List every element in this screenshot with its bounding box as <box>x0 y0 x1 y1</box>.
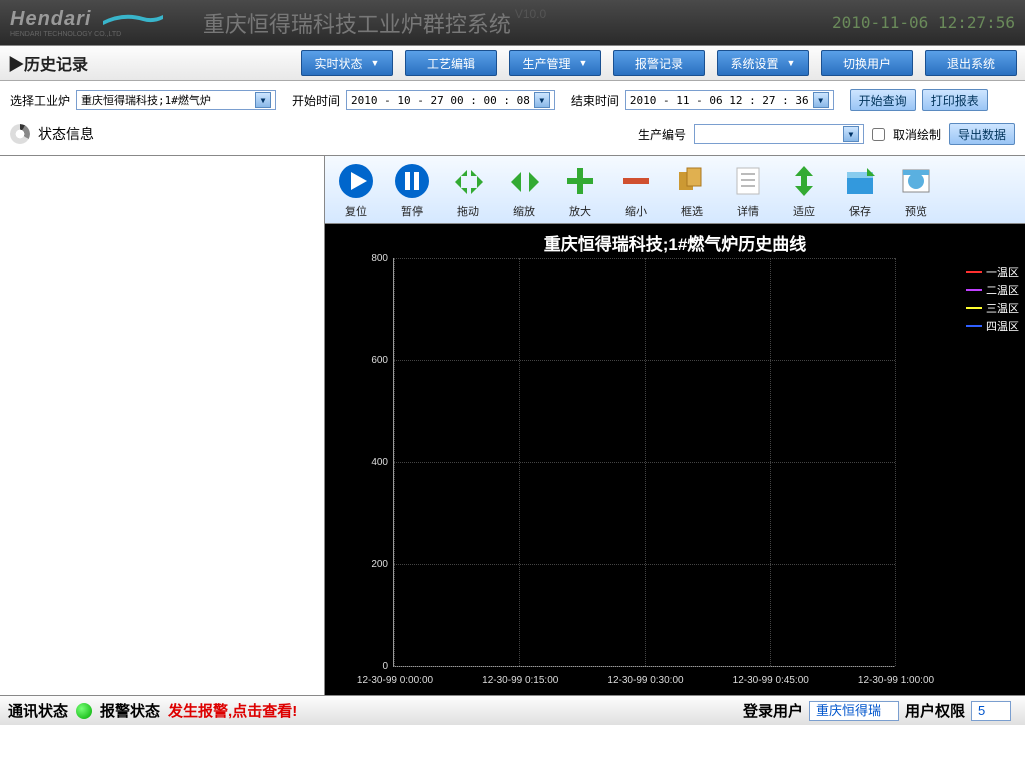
gridline-x: 12-30-99 0:45:00 <box>770 258 771 666</box>
print-button[interactable]: 打印报表 <box>922 89 988 111</box>
tool-drag[interactable]: 拖动 <box>441 160 495 219</box>
chart-toolbar: 复位暂停拖动缩放放大缩小框选详情适应保存预览 <box>325 156 1025 224</box>
gridline-x: 12-30-99 0:30:00 <box>645 258 646 666</box>
nav-btn-5[interactable]: 切换用户 <box>821 50 913 76</box>
tool-detail[interactable]: 详情 <box>721 160 775 219</box>
dropdown-icon: ▼ <box>843 126 859 142</box>
nav-btn-4[interactable]: 系统设置▼ <box>717 50 809 76</box>
tool-play[interactable]: 复位 <box>329 160 383 219</box>
tool-zoom-out[interactable]: 缩小 <box>609 160 663 219</box>
comm-status-label: 通讯状态 <box>8 700 68 721</box>
tool-zoom[interactable]: 缩放 <box>497 160 551 219</box>
detail-icon <box>727 160 769 202</box>
login-user-value: 重庆恒得瑞 <box>809 701 899 721</box>
left-pane <box>0 156 325 695</box>
alarm-text[interactable]: 发生报警,点击查看! <box>168 700 297 721</box>
save-icon <box>839 160 881 202</box>
gridline-x: 12-30-99 1:00:00 <box>895 258 896 666</box>
chart-legend: 一温区二温区三温区四温区 <box>966 264 1019 336</box>
nav-btn-2[interactable]: 生产管理▼ <box>509 50 601 76</box>
pause-icon <box>391 160 433 202</box>
legend-item: 三温区 <box>966 300 1019 316</box>
nav-btn-3[interactable]: 报警记录 <box>613 50 705 76</box>
status-label: 状态信息 <box>38 124 94 144</box>
zoom-icon <box>503 160 545 202</box>
chart-plot[interactable]: 020040060080012-30-99 0:00:0012-30-99 0:… <box>393 258 895 667</box>
filter-row: 选择工业炉 重庆恒得瑞科技;1#燃气炉 ▼ 开始时间 2010 - 10 - 2… <box>0 81 1025 119</box>
brand-logo: Hendari <box>10 8 91 30</box>
nav-bar: ▶历史记录 实时状态▼ 工艺编辑生产管理▼ 报警记录系统设置▼ 切换用户退出系统 <box>0 45 1025 81</box>
gridline-x: 12-30-99 0:15:00 <box>519 258 520 666</box>
zoom-in-icon <box>559 160 601 202</box>
legend-item: 一温区 <box>966 264 1019 280</box>
tool-save[interactable]: 保存 <box>833 160 887 219</box>
right-pane: 复位暂停拖动缩放放大缩小框选详情适应保存预览 重庆恒得瑞科技;1#燃气炉历史曲线… <box>325 156 1025 695</box>
app-title: 重庆恒得瑞科技工业炉群控系统V10.0 <box>203 7 546 39</box>
play-icon <box>335 160 377 202</box>
alarm-status-label: 报警状态 <box>100 700 160 721</box>
nav-btn-0[interactable]: 实时状态▼ <box>301 50 393 76</box>
dropdown-icon: ▼ <box>534 92 550 108</box>
start-datetime[interactable]: 2010 - 10 - 27 00 : 00 : 08 ▼ <box>346 90 555 110</box>
furnace-label: 选择工业炉 <box>10 92 70 109</box>
main-split: 复位暂停拖动缩放放大缩小框选详情适应保存预览 重庆恒得瑞科技;1#燃气炉历史曲线… <box>0 155 1025 695</box>
login-user-label: 登录用户 <box>743 700 803 721</box>
start-label: 开始时间 <box>292 92 340 109</box>
header-bar: Hendari HENDARI TECHNOLOGY CO.,LTD 重庆恒得瑞… <box>0 0 1025 45</box>
chart-area: 重庆恒得瑞科技;1#燃气炉历史曲线 020040060080012-30-99 … <box>325 224 1025 695</box>
status-row: 状态信息 生产编号 ▼ 取消绘制 导出数据 <box>0 119 1025 155</box>
user-perm-value: 5 <box>971 701 1011 721</box>
tool-zoom-in[interactable]: 放大 <box>553 160 607 219</box>
zoom-out-icon <box>615 160 657 202</box>
nav-btn-6[interactable]: 退出系统 <box>925 50 1017 76</box>
prod-label: 生产编号 <box>638 126 686 143</box>
brand-block: Hendari HENDARI TECHNOLOGY CO.,LTD <box>10 8 163 38</box>
fit-icon <box>783 160 825 202</box>
drag-icon <box>447 160 489 202</box>
preview-icon <box>895 160 937 202</box>
loading-spinner-icon <box>10 124 30 144</box>
chart-title: 重庆恒得瑞科技;1#燃气炉历史曲线 <box>325 224 1025 257</box>
end-datetime[interactable]: 2010 - 11 - 06 12 : 27 : 36 ▼ <box>625 90 834 110</box>
tool-preview[interactable]: 预览 <box>889 160 943 219</box>
dropdown-icon: ▼ <box>813 92 829 108</box>
tool-pause[interactable]: 暂停 <box>385 160 439 219</box>
user-perm-label: 用户权限 <box>905 700 965 721</box>
prod-select[interactable]: ▼ <box>694 124 864 144</box>
cancel-draw-checkbox[interactable] <box>872 128 885 141</box>
cancel-draw-label: 取消绘制 <box>893 126 941 143</box>
select-icon <box>671 160 713 202</box>
gridline-x: 12-30-99 0:00:00 <box>394 258 395 666</box>
swoosh-icon <box>103 11 163 25</box>
dropdown-icon: ▼ <box>255 92 271 108</box>
nav-btn-1[interactable]: 工艺编辑 <box>405 50 497 76</box>
export-button[interactable]: 导出数据 <box>949 123 1015 145</box>
brand-subtitle: HENDARI TECHNOLOGY CO.,LTD <box>10 31 163 38</box>
legend-item: 二温区 <box>966 282 1019 298</box>
query-button[interactable]: 开始查询 <box>850 89 916 111</box>
footer-bar: 通讯状态 报警状态 发生报警,点击查看! 登录用户 重庆恒得瑞 用户权限 5 <box>0 695 1025 725</box>
page-title: ▶历史记录 <box>8 51 88 75</box>
legend-item: 四温区 <box>966 318 1019 334</box>
comm-status-indicator-icon <box>76 703 92 719</box>
furnace-select[interactable]: 重庆恒得瑞科技;1#燃气炉 ▼ <box>76 90 276 110</box>
gridline-y: 0 <box>394 666 895 667</box>
tool-fit[interactable]: 适应 <box>777 160 831 219</box>
end-label: 结束时间 <box>571 92 619 109</box>
tool-select[interactable]: 框选 <box>665 160 719 219</box>
header-datetime: 2010-11-06 12:27:56 <box>832 13 1015 32</box>
